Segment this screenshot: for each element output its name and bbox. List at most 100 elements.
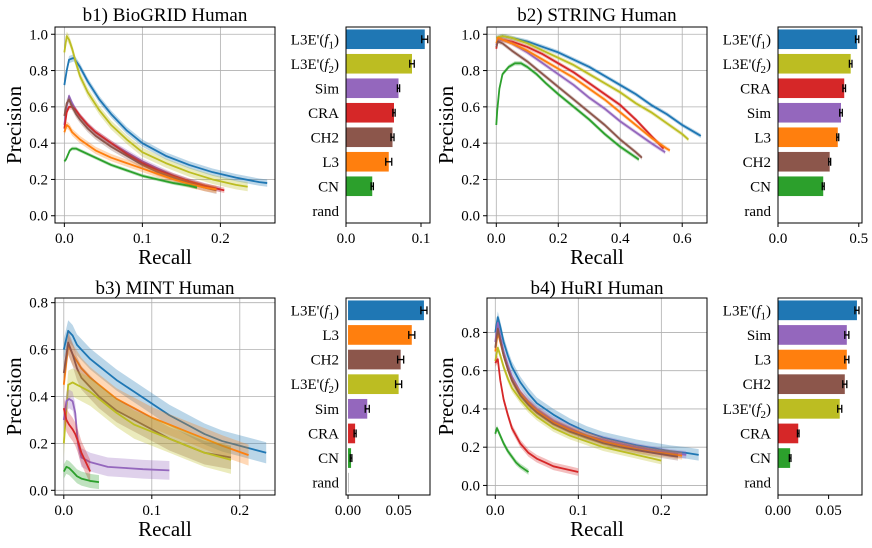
bar-frame bbox=[345, 26, 431, 224]
bar bbox=[346, 29, 425, 50]
pr-curve-chart: 0.0 0.1 0.2 0.0 0.2 0.4 0.6 0.8 1.0 b1) BioGRID H… bbox=[2, 5, 276, 269]
x-tick-label: 0.0 bbox=[487, 231, 506, 247]
plot-frame bbox=[486, 26, 708, 224]
series-line bbox=[496, 35, 690, 141]
bar-category-label: CH2 bbox=[743, 155, 771, 171]
series-line bbox=[494, 427, 530, 473]
pr-curve-chart: 0.0 0.1 0.2 0.0 0.2 0.4 0.6 0.8 b3) MINT Human Re… bbox=[2, 278, 276, 541]
series-line bbox=[62, 381, 232, 461]
bar-category-label: Sim bbox=[315, 81, 340, 97]
bar-category-label: Sim bbox=[315, 402, 340, 418]
bar-category-label: CN bbox=[318, 451, 339, 467]
x-tick-label: 0.0 bbox=[55, 231, 74, 247]
x-axis-label: Recall bbox=[570, 245, 624, 269]
bar-category-label: rand bbox=[312, 476, 339, 492]
bar-category-label: Sim bbox=[747, 328, 772, 344]
bar bbox=[778, 423, 799, 444]
y-tick-label: 1.0 bbox=[29, 27, 48, 43]
series-line bbox=[63, 98, 217, 192]
y-tick-label: 0.8 bbox=[461, 325, 480, 341]
bar bbox=[348, 374, 399, 395]
series-line bbox=[494, 358, 579, 473]
y-tick-label: 0.8 bbox=[461, 64, 480, 80]
bar-category-label: L3 bbox=[322, 155, 339, 171]
x-tick-label: 0.2 bbox=[549, 231, 568, 247]
series-band bbox=[496, 61, 639, 162]
y-tick-label: 0.2 bbox=[29, 436, 48, 452]
series-line bbox=[63, 147, 198, 189]
bar-category-label: CN bbox=[750, 451, 771, 467]
x-tick-label: 0.4 bbox=[611, 231, 630, 247]
series-band bbox=[64, 146, 197, 190]
pr-curve-chart: 0.0 0.2 0.4 0.6 0.0 0.2 0.4 0.6 0.8 1.0 b2) STRING… bbox=[434, 5, 708, 269]
x-axis-label: Recall bbox=[138, 517, 192, 541]
bar-x-tick-label: 0.05 bbox=[386, 503, 412, 519]
series-line bbox=[63, 35, 248, 188]
bar bbox=[348, 472, 349, 493]
panel-3: 0.0 0.1 0.2 0.0 0.2 0.4 0.6 0.8 b3) MINT Human Re… bbox=[2, 278, 431, 541]
bar-category-label: L3E'(f1) bbox=[723, 303, 771, 322]
bar-category-label: rand bbox=[744, 476, 771, 492]
panel-4: 0.0 0.1 0.2 0.0 0.2 0.4 0.6 0.8 b4) HuRI Human Re… bbox=[434, 278, 863, 541]
x-axis-label: Recall bbox=[138, 245, 192, 269]
y-tick-label: 0.4 bbox=[29, 136, 48, 152]
y-tick-label: 0.4 bbox=[29, 390, 48, 406]
bar-category-label: CH2 bbox=[311, 353, 339, 369]
bar-category-label: L3 bbox=[322, 328, 339, 344]
bar-frame bbox=[777, 297, 863, 496]
series-line bbox=[63, 465, 100, 483]
bar-category-label: L3E'(f1) bbox=[723, 32, 771, 51]
bar-x-tick-label: 0.05 bbox=[815, 503, 841, 519]
bar-frame bbox=[345, 297, 431, 496]
bar bbox=[778, 176, 824, 197]
y-tick-label: 0.4 bbox=[461, 402, 480, 418]
bar-category-label: CRA bbox=[308, 426, 339, 442]
bar bbox=[778, 127, 838, 148]
series-band bbox=[495, 328, 683, 460]
chart-title: b4) HuRI Human bbox=[531, 278, 664, 299]
series-band bbox=[496, 37, 666, 155]
series-line bbox=[62, 329, 267, 454]
panel-1: 0.0 0.1 0.2 0.0 0.2 0.4 0.6 0.8 1.0 b1) BioGRID H… bbox=[2, 5, 431, 269]
x-tick-label: 0.0 bbox=[54, 503, 73, 519]
bar bbox=[778, 374, 845, 395]
bar bbox=[348, 448, 352, 468]
grid bbox=[55, 298, 275, 495]
series-group bbox=[495, 33, 702, 162]
y-tick-label: 0.0 bbox=[461, 478, 480, 494]
series-band bbox=[495, 343, 662, 465]
chart-title: b3) MINT Human bbox=[96, 278, 235, 299]
x-tick-label: 0.6 bbox=[673, 231, 692, 247]
y-axis-label: Precision bbox=[2, 85, 26, 164]
bar-category-label: CN bbox=[318, 179, 339, 195]
series-line bbox=[63, 124, 217, 191]
bar bbox=[346, 127, 393, 148]
x-tick-label: 0.1 bbox=[133, 231, 152, 247]
ranking-bar-chart: L3E'(f1) L3 CH2 L3E'(f2) Sim CRA CN rand 0.00 0.0… bbox=[291, 297, 431, 519]
bar-category-label: rand bbox=[744, 204, 771, 220]
y-tick-label: 0.4 bbox=[461, 136, 480, 152]
series-group bbox=[494, 311, 699, 476]
chart-title: b2) STRING Human bbox=[517, 5, 677, 26]
y-tick-label: 0.8 bbox=[29, 296, 48, 312]
y-tick-label: 0.2 bbox=[29, 172, 48, 188]
bar bbox=[778, 448, 791, 468]
bar bbox=[348, 325, 412, 345]
bar-category-label: L3E'(f1) bbox=[291, 303, 339, 322]
bar bbox=[346, 176, 373, 197]
series-band bbox=[495, 311, 699, 461]
series-band bbox=[496, 39, 642, 160]
bar-x-tick-label: 0.5 bbox=[849, 231, 868, 247]
y-axis-label: Precision bbox=[434, 357, 458, 436]
series-line bbox=[62, 408, 92, 472]
y-tick-label: 0.0 bbox=[29, 483, 48, 499]
bar-category-label: L3E'(f2) bbox=[723, 57, 771, 76]
grid bbox=[55, 27, 275, 223]
series-line bbox=[62, 397, 170, 472]
x-tick-label: 0.1 bbox=[142, 503, 161, 519]
bar bbox=[346, 151, 389, 172]
bar-category-label: CRA bbox=[308, 106, 339, 122]
x-tick-label: 0.2 bbox=[230, 503, 249, 519]
bar bbox=[778, 300, 857, 321]
